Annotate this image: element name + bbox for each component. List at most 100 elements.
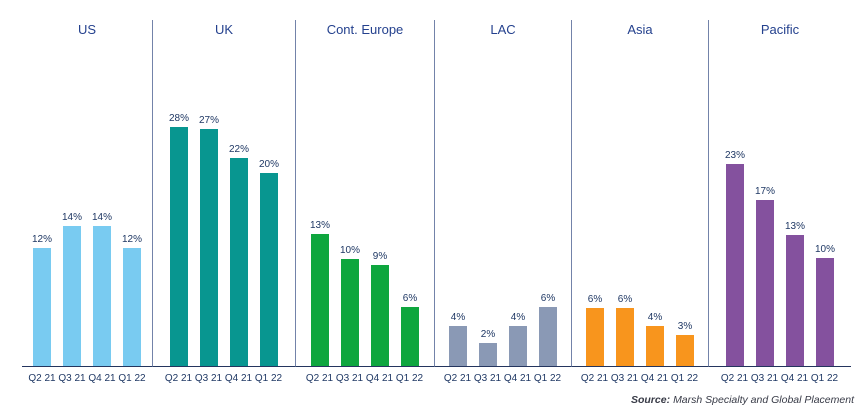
category-label: Q2 21 bbox=[305, 373, 334, 384]
bar-asia-q4-21 bbox=[646, 326, 664, 366]
panel-us: US 12% 14% 14% 12% Q2 21 Q3 21 Q4 21 Q1 22 bbox=[22, 20, 152, 384]
bar-cell: 4% bbox=[449, 312, 467, 366]
bar-us-q1-22 bbox=[123, 248, 141, 366]
bar-value-label: 17% bbox=[755, 186, 776, 197]
bar-cell: 13% bbox=[310, 220, 331, 366]
category-label: Q2 21 bbox=[28, 373, 56, 384]
panel-asia: Asia 6% 6% 4% 3% Q2 21 Q3 21 Q4 21 Q1 22 bbox=[571, 20, 708, 384]
bar-uk-q1-22 bbox=[260, 173, 278, 366]
bar-pacific-q2-21 bbox=[726, 164, 744, 366]
bar-cell: 10% bbox=[340, 245, 360, 366]
bar-cell: 6% bbox=[539, 293, 557, 366]
category-label: Q4 21 bbox=[88, 373, 116, 384]
bar-value-label: 9% bbox=[372, 251, 388, 262]
category-labels-asia: Q2 21 Q3 21 Q4 21 Q1 22 bbox=[571, 367, 708, 384]
bar-value-label: 10% bbox=[815, 244, 836, 255]
chart-panels: US 12% 14% 14% 12% Q2 21 Q3 21 Q4 21 Q1 22 UK 28% 2… bbox=[22, 20, 851, 384]
bar-cont-europe-q1-22 bbox=[401, 307, 419, 366]
bar-cell: 6% bbox=[401, 293, 419, 366]
source-label: Source: bbox=[630, 394, 671, 406]
category-label: Q4 21 bbox=[224, 373, 253, 384]
bar-cell: 27% bbox=[199, 115, 220, 366]
panel-title-us: US bbox=[77, 22, 97, 37]
bar-cont-europe-q3-21 bbox=[341, 259, 359, 366]
panel-title-cont-europe: Cont. Europe bbox=[326, 22, 404, 37]
bar-cell: 14% bbox=[92, 212, 112, 366]
category-label: Q1 22 bbox=[395, 373, 424, 384]
category-labels-pacific: Q2 21 Q3 21 Q4 21 Q1 22 bbox=[708, 367, 851, 384]
bar-us-q4-21 bbox=[93, 226, 111, 366]
panel-uk: UK 28% 27% 22% 20% Q2 21 Q3 21 Q4 21 Q1 22 bbox=[152, 20, 295, 384]
bar-value-label: 23% bbox=[725, 150, 746, 161]
bar-value-label: 20% bbox=[259, 159, 280, 170]
bar-value-label: 4% bbox=[647, 312, 663, 323]
bar-cell: 6% bbox=[586, 294, 604, 366]
category-label: Q3 21 bbox=[750, 373, 779, 384]
category-label: Q3 21 bbox=[58, 373, 86, 384]
bar-value-label: 27% bbox=[199, 115, 220, 126]
bar-value-label: 22% bbox=[229, 144, 250, 155]
source-note: Source: Marsh Specialty and Global Placem… bbox=[631, 394, 854, 406]
panel-pacific: Pacific 23% 17% 13% 10% Q2 21 Q3 21 Q4 21 Q1 22 bbox=[708, 20, 851, 384]
bars-us: 12% 14% 14% 12% bbox=[22, 212, 152, 366]
bars-cont-europe: 13% 10% 9% 6% bbox=[296, 220, 434, 366]
bar-value-label: 13% bbox=[310, 220, 331, 231]
panel-body-cont-europe: Cont. Europe 13% 10% 9% 6% bbox=[295, 20, 434, 367]
bar-lac-q3-21 bbox=[479, 343, 497, 366]
panel-title-uk: UK bbox=[214, 22, 234, 37]
bar-cell: 12% bbox=[32, 234, 53, 366]
bar-value-label: 12% bbox=[32, 234, 53, 245]
category-label: Q1 22 bbox=[670, 373, 699, 384]
bar-asia-q2-21 bbox=[586, 308, 604, 366]
category-label: Q1 22 bbox=[810, 373, 839, 384]
category-label: Q1 22 bbox=[254, 373, 283, 384]
panel-body-us: US 12% 14% 14% 12% bbox=[22, 20, 152, 367]
bar-value-label: 4% bbox=[450, 312, 466, 323]
bar-cell: 2% bbox=[479, 329, 497, 366]
bar-cell: 28% bbox=[169, 113, 190, 366]
bar-cell: 22% bbox=[229, 144, 250, 366]
bar-cell: 10% bbox=[815, 244, 836, 366]
bar-value-label: 6% bbox=[587, 294, 603, 305]
category-label: Q2 21 bbox=[164, 373, 193, 384]
category-label: Q4 21 bbox=[503, 373, 532, 384]
bar-cell: 17% bbox=[755, 186, 776, 366]
bar-cell: 20% bbox=[259, 159, 280, 366]
panel-cont-europe: Cont. Europe 13% 10% 9% 6% Q2 21 Q3 21 Q4 21 Q1 … bbox=[295, 20, 434, 384]
category-label: Q3 21 bbox=[473, 373, 502, 384]
category-label: Q1 22 bbox=[533, 373, 562, 384]
bar-value-label: 4% bbox=[510, 312, 526, 323]
bar-asia-q3-21 bbox=[616, 308, 634, 366]
bar-value-label: 6% bbox=[617, 294, 633, 305]
bar-cell: 12% bbox=[122, 234, 143, 366]
bar-cell: 4% bbox=[646, 312, 664, 366]
bar-value-label: 28% bbox=[169, 113, 190, 124]
category-labels-us: Q2 21 Q3 21 Q4 21 Q1 22 bbox=[22, 367, 152, 384]
bar-cell: 9% bbox=[371, 251, 389, 366]
category-label: Q4 21 bbox=[780, 373, 809, 384]
bars-uk: 28% 27% 22% 20% bbox=[153, 113, 295, 366]
panel-title-asia: Asia bbox=[627, 22, 653, 37]
panel-body-lac: LAC 4% 2% 4% 6% bbox=[434, 20, 571, 367]
source-text: Marsh Specialty and Global Placement bbox=[673, 394, 854, 406]
bar-value-label: 12% bbox=[122, 234, 143, 245]
panel-title-lac: LAC bbox=[490, 22, 516, 37]
bar-cont-europe-q4-21 bbox=[371, 265, 389, 366]
bar-asia-q1-22 bbox=[676, 335, 694, 366]
panel-body-uk: UK 28% 27% 22% 20% bbox=[152, 20, 295, 367]
bar-value-label: 2% bbox=[480, 329, 496, 340]
category-label: Q2 21 bbox=[580, 373, 609, 384]
category-labels-uk: Q2 21 Q3 21 Q4 21 Q1 22 bbox=[152, 367, 295, 384]
bar-pacific-q3-21 bbox=[756, 200, 774, 366]
bar-pacific-q4-21 bbox=[786, 235, 804, 366]
category-label: Q3 21 bbox=[335, 373, 364, 384]
bars-asia: 6% 6% 4% 3% bbox=[572, 294, 708, 366]
bar-cell: 3% bbox=[676, 321, 694, 366]
bar-uk-q4-21 bbox=[230, 158, 248, 366]
bar-uk-q3-21 bbox=[200, 129, 218, 366]
bar-us-q2-21 bbox=[33, 248, 51, 366]
bar-value-label: 3% bbox=[677, 321, 693, 332]
bar-cell: 14% bbox=[62, 212, 82, 366]
bar-cell: 23% bbox=[725, 150, 746, 366]
